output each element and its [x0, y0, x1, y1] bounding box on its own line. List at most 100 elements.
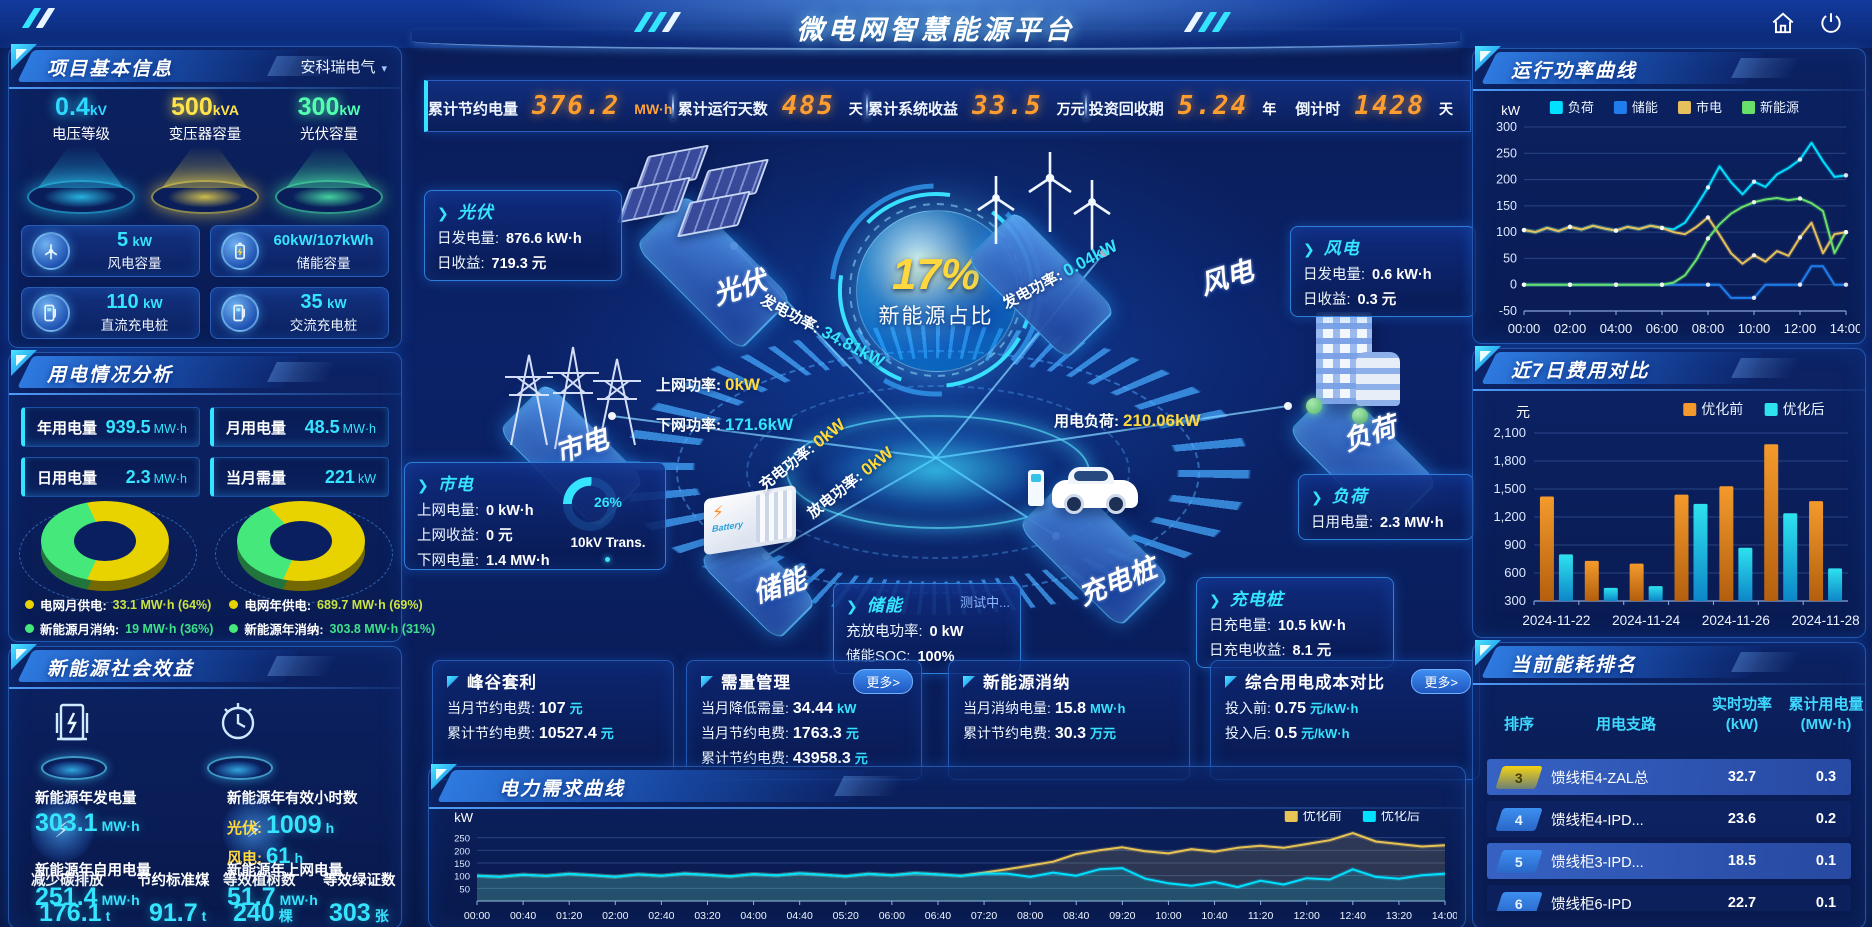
card-row: 日用电量: 2.3 MW·h [1311, 515, 1444, 531]
table-row[interactable]: 3 馈线柜4-ZAL总 32.7 0.3 [1487, 759, 1851, 795]
svg-text:00:00: 00:00 [1508, 321, 1541, 336]
pv-info-card: ❯ 光伏 日发电量: 876.6 kW·h 日收益: 719.3 元 [424, 190, 622, 281]
svg-text:元: 元 [1516, 404, 1530, 420]
svg-text:02:40: 02:40 [648, 910, 674, 922]
panel-title: 当前能耗排名 [1511, 655, 1638, 676]
generation-pedestal-icon [35, 699, 109, 783]
card-row: 日收益: 0.3 元 [1303, 292, 1397, 308]
ev-car-icon [1052, 467, 1138, 514]
kpi-income: 累计系统收益 33.5 万元 [868, 91, 1085, 121]
run-power-chart: -50 0 50 100 150 200 250 300 00:00 02:00 04:00 06:0… [1496, 100, 1860, 336]
svg-text:优化前: 优化前 [1701, 401, 1743, 417]
card-corner-icon [963, 676, 975, 688]
card-corner-icon [1225, 676, 1237, 688]
svg-text:09:20: 09:20 [1109, 910, 1135, 922]
svg-text:150: 150 [1496, 199, 1517, 213]
svg-text:2024-11-24: 2024-11-24 [1612, 613, 1681, 628]
svg-text:100: 100 [1496, 225, 1517, 239]
svg-text:08:00: 08:00 [1692, 321, 1725, 336]
svg-text:02:00: 02:00 [1554, 321, 1587, 336]
svg-text:08:00: 08:00 [1017, 910, 1043, 922]
flow-feed-in: 上网功率: 0kW [656, 375, 760, 394]
card-row: 投入后: 0.5 元/kW·h [1225, 725, 1350, 742]
svg-text:50: 50 [459, 884, 470, 895]
kpi-energy-saved: 累计节约电量 376.2 MW·h [428, 91, 673, 121]
panel-title: 电力需求曲线 [499, 779, 626, 800]
flow-load-power: 用电负荷: 210.06kW [1054, 411, 1201, 430]
more-button[interactable]: 更多> [1411, 669, 1471, 694]
title-deco-left [633, 12, 682, 32]
divider [866, 92, 869, 120]
svg-text:-50: -50 [1499, 304, 1517, 318]
grid-node [492, 328, 652, 530]
table-row[interactable]: 5 馈线柜3-IPD... 18.5 0.1 [1487, 843, 1851, 879]
load-info-card: ❯ 负荷 日用电量: 2.3 MW·h [1298, 474, 1474, 540]
panel-title: 运行功率曲线 [1511, 61, 1638, 82]
power-icon[interactable] [1818, 10, 1844, 36]
co2-label: 减少碳排放 [31, 873, 104, 889]
ranking-table-header: 排序 用电支路 实时功率 (kW) 累计用电量 (MW·h) [1503, 696, 1864, 733]
tree-label: 等效植树数 [223, 873, 296, 889]
svg-text:05:20: 05:20 [833, 910, 859, 922]
kpi-payback: 投资回收期 5.24 年 [1088, 91, 1277, 121]
svg-text:200: 200 [454, 846, 470, 857]
table-row[interactable]: 4 馈线柜4-IPD... 23.6 0.2 [1487, 801, 1851, 837]
home-icon[interactable] [1770, 10, 1796, 36]
panel-demand-curve: 电力需求曲线 50 100 150 200 250 00:00 00:40 01:20 02:0… [428, 764, 1466, 927]
tile-storage-capacity: 60kW/107kWh 储能容量 [210, 225, 389, 277]
svg-text:250: 250 [1496, 146, 1517, 160]
panel-7day-cost-compare: 近7日费用对比 300 600 900 1,200 1,500 1,800 2,100 202… [1472, 346, 1866, 638]
gen-value: 303.1 MW·h [35, 809, 140, 837]
svg-text:优化前: 优化前 [1303, 811, 1342, 823]
more-button[interactable]: 更多> [853, 669, 913, 694]
tree-icon [1306, 398, 1322, 414]
panel-run-power-curve: 运行功率曲线 -50 0 50 100 150 200 250 300 00:00 02:00 04… [1472, 46, 1866, 344]
legend-item: 新能源月消纳: 19 MW·h (36%) [25, 619, 213, 638]
svg-text:14:00: 14:00 [1432, 910, 1457, 922]
svg-text:300: 300 [1504, 593, 1526, 608]
svg-text:12:40: 12:40 [1340, 910, 1366, 922]
grid-info-card: ❯ 市电 上网电量: 0 kW·h 上网收益: 0 元下网电量: 1.4 MW·h 26%… [404, 462, 666, 570]
panel-new-energy-benefit: 新能源社会效益 新能源年发电量 ⚡ 303.1 MW·h 新能源年有效小时数 ⚡ … [8, 644, 402, 927]
panel-title: 新能源社会效益 [47, 659, 195, 680]
table-row[interactable]: 6 馈线柜6-IPD 22.7 0.1 [1487, 885, 1851, 911]
renewable-percent-label: 新能源占比 [878, 305, 994, 328]
svg-text:优化后: 优化后 [1783, 401, 1825, 417]
chevron-right-icon: ❯ [846, 598, 859, 614]
svg-text:2024-11-28: 2024-11-28 [1792, 613, 1860, 628]
card-cost-comparison: 综合用电成本对比 更多> 投入前: 0.75 元/kW·h 投入后: 0.5 元/kW·h [1210, 660, 1480, 780]
card-row: 累计节约电费: 30.3 万元 [963, 725, 1117, 742]
cone-pv-capacity: 300kW 光伏容量 [270, 93, 388, 214]
cert-value: 303 张 [329, 899, 389, 927]
pv-ghost-icon: ⚡ [223, 799, 285, 861]
wind-hours: 风电: 61 h [227, 843, 304, 868]
renewable-percent: 17% [891, 250, 981, 299]
stat-day-usage: 日用电量 2.3 MW·h [21, 457, 200, 497]
wind-turbines-icon [977, 152, 1111, 250]
svg-text:10:00: 10:00 [1155, 910, 1181, 922]
svg-text:08:40: 08:40 [1063, 910, 1089, 922]
svg-text:12:00: 12:00 [1784, 321, 1817, 336]
chevron-down-icon: ▾ [381, 63, 387, 75]
panel-header: 项目基本信息 安科瑞电气 ▾ [9, 44, 401, 89]
svg-text:10:40: 10:40 [1201, 910, 1227, 922]
charger-node [994, 428, 1184, 629]
transmission-towers-icon [505, 346, 641, 450]
charger-info-card: ❯ 充电桩 日充电量: 10.5 kW·h 日充电收益: 8.1 元 [1196, 577, 1394, 668]
card-row: 日充电量: 10.5 kW·h [1209, 618, 1346, 634]
export-value: 51.7 MW·h [227, 883, 318, 911]
svg-text:00:00: 00:00 [464, 910, 490, 922]
company-select[interactable]: 安科瑞电气 ▾ [300, 59, 387, 76]
divider [1084, 92, 1087, 120]
svg-text:150: 150 [454, 859, 470, 870]
capacity-cones: 0.4kV 电压等级 500kVA 变压器容量 300kW 光伏容量 [9, 93, 401, 214]
energy-flow-scene: 17% 新能源占比 光伏 风电 [404, 128, 1476, 674]
tile-wind-capacity: 5 kW 风电容量 [21, 225, 200, 277]
svg-text:300: 300 [1496, 120, 1517, 134]
ranking-table-body: 3 馈线柜4-ZAL总 32.7 0.3 4 馈线柜4-IPD... 23.6 0.2 5 馈线柜… [1487, 759, 1851, 911]
cert-label: 等效绿证数 [323, 873, 396, 889]
self-use-value: 251.4 MW·h [35, 883, 140, 911]
center-orb [856, 210, 1018, 372]
card-row: 上网收益: 0 元 [417, 528, 513, 544]
tree-value: 240 棵 [233, 899, 293, 927]
